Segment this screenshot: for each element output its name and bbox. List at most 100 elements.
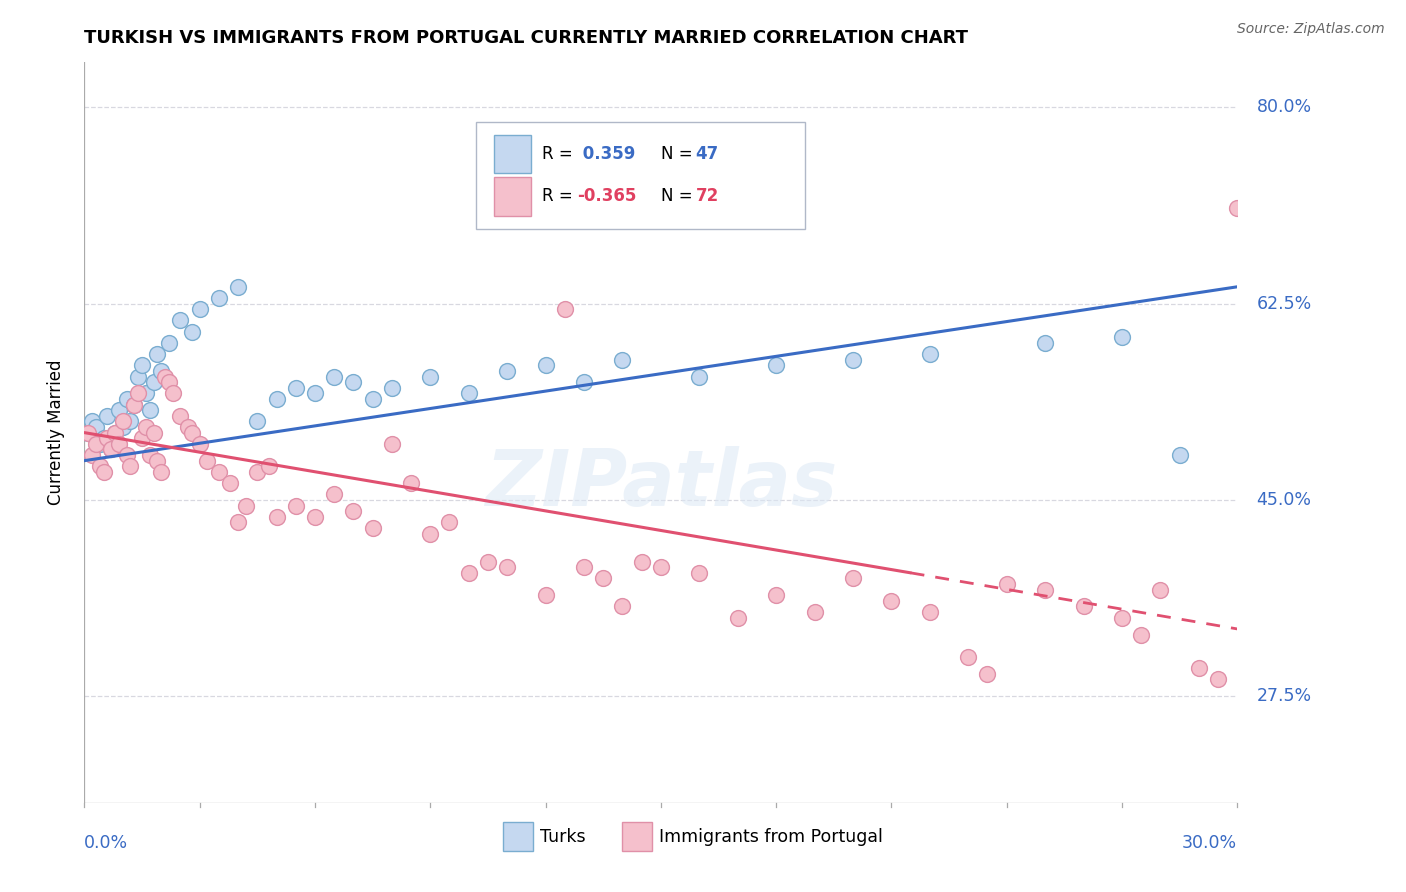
Point: [765, 588, 787, 602]
Text: R =: R =: [543, 187, 578, 205]
Point: [93, 465, 115, 479]
Point: [188, 302, 211, 317]
Point: [496, 560, 519, 574]
Point: [257, 459, 280, 474]
Point: [842, 352, 865, 367]
Point: [304, 386, 326, 401]
Point: [534, 359, 557, 373]
Point: [111, 420, 134, 434]
Point: [1206, 673, 1229, 687]
FancyBboxPatch shape: [494, 178, 530, 216]
FancyBboxPatch shape: [477, 121, 806, 229]
Point: [127, 386, 149, 401]
Point: [77, 425, 100, 440]
Point: [150, 465, 173, 479]
Point: [124, 398, 146, 412]
Text: 45.0%: 45.0%: [1257, 491, 1312, 509]
Point: [323, 487, 346, 501]
Point: [342, 375, 364, 389]
Point: [381, 437, 404, 451]
Point: [115, 448, 138, 462]
Point: [1168, 448, 1191, 462]
Point: [208, 465, 231, 479]
Point: [135, 420, 157, 434]
Point: [115, 392, 138, 406]
Point: [688, 566, 710, 580]
Point: [108, 437, 131, 451]
Point: [208, 291, 231, 305]
Point: [131, 359, 153, 373]
Point: [93, 431, 115, 445]
Text: 0.359: 0.359: [576, 145, 636, 163]
Text: TURKISH VS IMMIGRANTS FROM PORTUGAL CURRENTLY MARRIED CORRELATION CHART: TURKISH VS IMMIGRANTS FROM PORTUGAL CURR…: [84, 29, 969, 47]
Text: 30.0%: 30.0%: [1182, 834, 1237, 852]
Point: [100, 442, 122, 457]
Point: [976, 666, 998, 681]
Point: [84, 437, 107, 451]
Point: [104, 425, 127, 440]
Point: [323, 369, 346, 384]
FancyBboxPatch shape: [503, 822, 533, 851]
Point: [612, 352, 634, 367]
Point: [918, 605, 941, 619]
Point: [150, 364, 173, 378]
Point: [181, 325, 204, 339]
Text: 0.0%: 0.0%: [84, 834, 128, 852]
Point: [342, 504, 364, 518]
Point: [195, 453, 218, 467]
Text: 47: 47: [696, 145, 718, 163]
Point: [84, 420, 107, 434]
Point: [111, 414, 134, 428]
Text: 80.0%: 80.0%: [1257, 98, 1312, 116]
Point: [765, 359, 787, 373]
Text: Currently Married: Currently Married: [46, 359, 65, 506]
Point: [1188, 661, 1211, 675]
Point: [688, 369, 710, 384]
Point: [554, 302, 576, 317]
Point: [153, 369, 176, 384]
Text: Source: ZipAtlas.com: Source: ZipAtlas.com: [1237, 22, 1385, 37]
Point: [104, 425, 127, 440]
Point: [246, 414, 269, 428]
Text: Immigrants from Portugal: Immigrants from Portugal: [658, 828, 883, 846]
Point: [572, 560, 595, 574]
Point: [650, 560, 672, 574]
Point: [381, 381, 404, 395]
Point: [108, 403, 131, 417]
Point: [96, 431, 118, 445]
Point: [361, 392, 384, 406]
Point: [1111, 610, 1133, 624]
Point: [842, 571, 865, 585]
Point: [361, 521, 384, 535]
Point: [727, 610, 749, 624]
Point: [1111, 330, 1133, 344]
Text: 62.5%: 62.5%: [1257, 294, 1312, 312]
Point: [120, 414, 142, 428]
Text: N =: N =: [661, 187, 697, 205]
Point: [572, 375, 595, 389]
Point: [880, 594, 903, 608]
Text: -0.365: -0.365: [576, 187, 636, 205]
Point: [157, 375, 180, 389]
Point: [246, 465, 269, 479]
Point: [146, 347, 169, 361]
Point: [80, 414, 103, 428]
Point: [284, 499, 307, 513]
Point: [534, 588, 557, 602]
Text: 72: 72: [696, 187, 718, 205]
Point: [131, 431, 153, 445]
Point: [142, 375, 165, 389]
Point: [235, 499, 257, 513]
Point: [96, 409, 118, 423]
Point: [89, 437, 111, 451]
Point: [612, 599, 634, 614]
Text: Turks: Turks: [540, 828, 585, 846]
Point: [77, 425, 100, 440]
Point: [80, 448, 103, 462]
Point: [457, 386, 479, 401]
Point: [399, 476, 422, 491]
Point: [138, 448, 160, 462]
Point: [138, 403, 160, 417]
Point: [1130, 627, 1153, 641]
Point: [219, 476, 242, 491]
